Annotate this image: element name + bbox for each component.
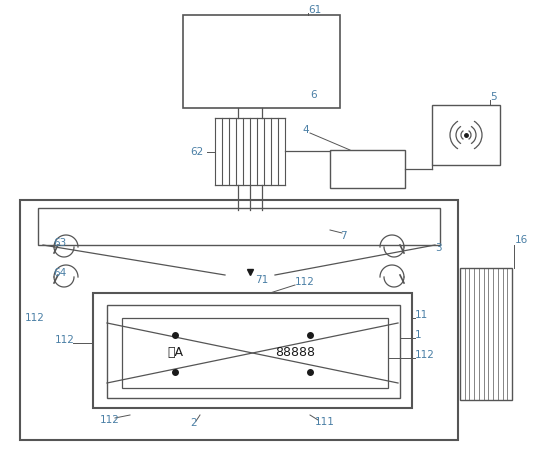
Text: 5: 5 (490, 92, 497, 102)
Text: 88888: 88888 (275, 346, 315, 360)
Text: 16: 16 (515, 235, 528, 245)
Text: 112: 112 (55, 335, 75, 345)
Text: 112: 112 (295, 277, 315, 287)
Text: 11: 11 (415, 310, 428, 320)
Bar (460, 268, 512, 400)
Text: 2: 2 (190, 418, 197, 428)
Bar (432, 105, 500, 165)
Text: 111: 111 (315, 417, 335, 427)
Text: 6: 6 (310, 90, 317, 100)
Bar (20, 200, 458, 440)
Text: 1: 1 (415, 330, 422, 340)
Bar (107, 305, 400, 398)
Text: 4: 4 (302, 125, 309, 135)
Bar (122, 318, 388, 388)
Text: 63: 63 (53, 238, 66, 248)
Text: 沪A: 沪A (167, 346, 183, 360)
Text: 62: 62 (190, 147, 203, 157)
Bar (93, 293, 412, 408)
Bar (38, 208, 440, 245)
Text: 61: 61 (308, 5, 321, 15)
Bar (330, 150, 405, 188)
Bar (183, 15, 340, 108)
Text: 71: 71 (255, 275, 268, 285)
Text: 3: 3 (435, 243, 442, 253)
Text: 112: 112 (100, 415, 120, 425)
Text: 7: 7 (340, 231, 347, 241)
Text: 112: 112 (415, 350, 435, 360)
Text: 64: 64 (53, 268, 66, 278)
Text: 112: 112 (25, 313, 45, 323)
